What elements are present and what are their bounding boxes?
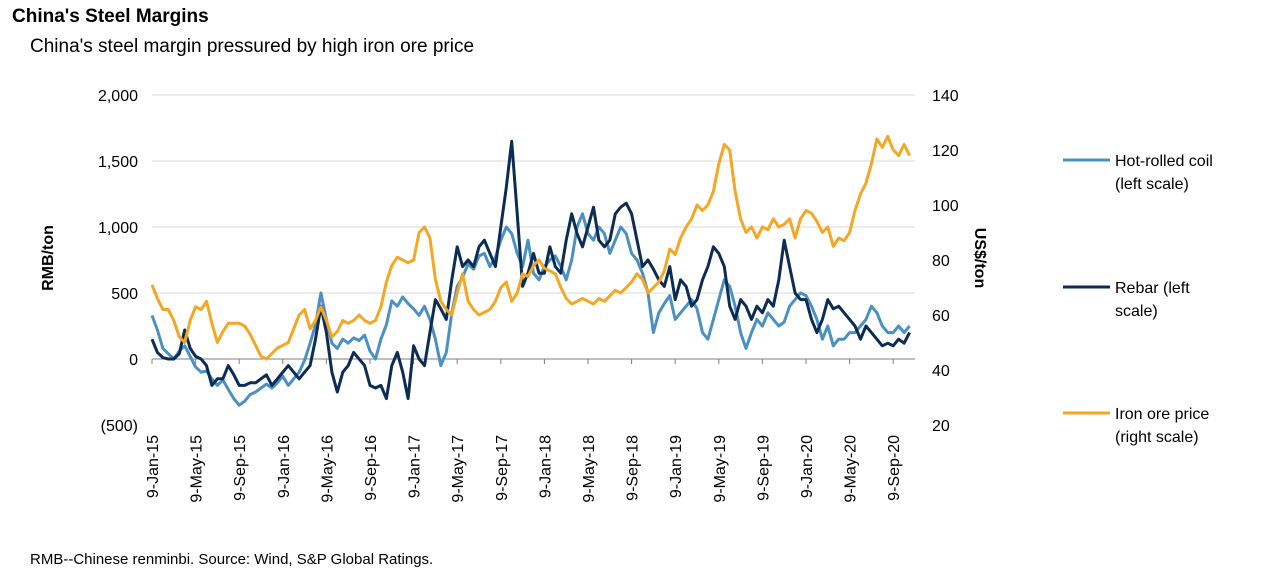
- left-tick-label: 1,500: [98, 154, 138, 171]
- x-tick-label: 9-Jan-19: [668, 435, 685, 498]
- left-axis-ticks: (500) 0 500 1,000 1,500 2,000: [98, 88, 138, 435]
- legend: Hot-rolled coil (left scale) Rebar (left sc…: [1063, 153, 1213, 446]
- x-tick-label: 9-Sep-16: [363, 435, 380, 501]
- x-tick-label: 9-Sep-18: [625, 435, 642, 501]
- left-axis-title: RMB/ton: [40, 225, 57, 291]
- x-tick-label: 9-May-17: [450, 435, 467, 503]
- legend-label: Hot-rolled coil: [1115, 153, 1213, 170]
- left-tick-label: 2,000: [98, 88, 138, 105]
- right-tick-label: 20: [932, 418, 950, 435]
- legend-label: (right scale): [1115, 429, 1199, 446]
- footnote: RMB--Chinese renminbi. Source: Wind, S&P…: [30, 551, 434, 568]
- gridlines: [152, 94, 915, 360]
- series-line-iron-ore: [150, 134, 911, 361]
- legend-label: (left scale): [1115, 176, 1189, 193]
- chart-subtitle: China's steel margin pressured by high i…: [30, 36, 475, 57]
- x-tick-label: 9-Jan-17: [407, 435, 424, 498]
- right-tick-label: 100: [932, 198, 959, 215]
- x-tick-label: 9-Jan-20: [799, 435, 816, 498]
- series-lines: [150, 134, 911, 407]
- series-line-hot-rolled-coil: [150, 212, 911, 407]
- left-tick-label: (500): [101, 418, 138, 435]
- right-axis-ticks: 20 40 60 80 100 120 140: [932, 88, 959, 435]
- left-tick-label: 1,000: [98, 220, 138, 237]
- x-tick-label: 9-May-16: [319, 435, 336, 503]
- right-tick-label: 40: [932, 363, 950, 380]
- right-axis-title: US$/ton: [971, 228, 988, 288]
- x-tick-label: 9-Jan-15: [145, 435, 162, 498]
- x-tick-label: 9-Jan-18: [537, 435, 554, 498]
- x-tick-label: 9-May-20: [843, 435, 860, 503]
- right-tick-label: 140: [932, 88, 959, 105]
- x-tick-label: 9-Sep-15: [232, 435, 249, 501]
- x-axis-ticks: 9-Jan-15 9-May-15 9-Sep-15 9-Jan-16 9-May-16…: [145, 359, 903, 503]
- x-tick-label: 9-Jan-16: [276, 435, 293, 498]
- x-tick-label: 9-Sep-17: [494, 435, 511, 501]
- x-tick-label: 9-May-19: [712, 435, 729, 503]
- x-tick-label: 9-Sep-19: [755, 435, 772, 501]
- legend-label: Iron ore price: [1115, 406, 1209, 423]
- x-tick-label: 9-May-18: [581, 435, 598, 503]
- chart-title: China's Steel Margins: [12, 6, 209, 27]
- left-tick-label: 0: [129, 352, 138, 369]
- right-tick-label: 80: [932, 253, 950, 270]
- legend-label: scale): [1115, 303, 1158, 320]
- x-tick-label: 9-Sep-20: [886, 435, 903, 501]
- right-tick-label: 60: [932, 308, 950, 325]
- right-tick-label: 120: [932, 143, 959, 160]
- chart: (500) 0 500 1,000 1,500 2,000 20 40 60 80 100 120 1…: [40, 88, 1213, 503]
- series-line-rebar: [150, 139, 911, 401]
- legend-label: Rebar (left: [1115, 280, 1190, 297]
- x-tick-label: 9-May-15: [189, 435, 206, 503]
- left-tick-label: 500: [111, 286, 138, 303]
